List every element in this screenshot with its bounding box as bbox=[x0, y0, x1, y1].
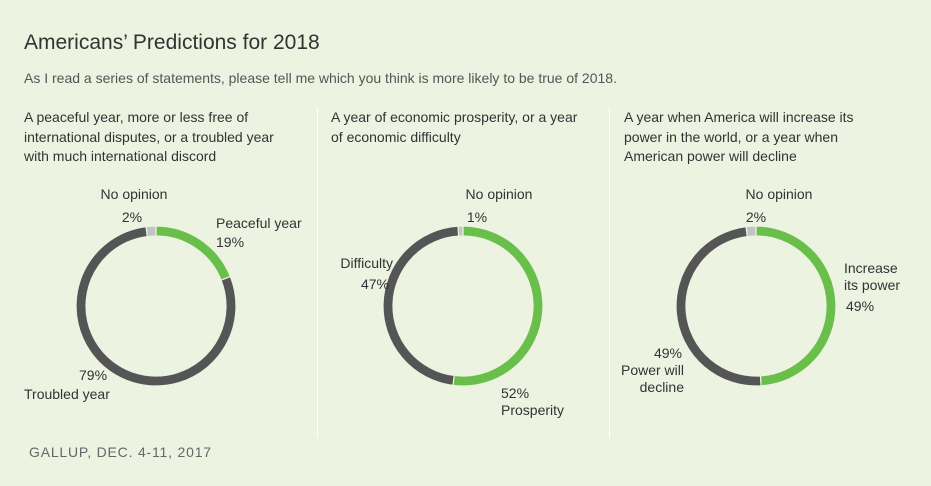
slice-name-label: Difficulty bbox=[340, 255, 393, 271]
question-line: A peaceful year, more or less free of bbox=[24, 109, 249, 125]
slice-name-label: Peaceful year bbox=[216, 215, 302, 231]
panel-divider bbox=[317, 108, 318, 438]
question-line: power in the world, or a year when bbox=[624, 128, 838, 145]
question-line: A year when America will increase its bbox=[624, 109, 854, 125]
question-line: of economic difficulty bbox=[331, 128, 461, 145]
question-line: American power will decline bbox=[624, 148, 797, 164]
question-line: A year of economic prosperity, or a year bbox=[331, 109, 578, 125]
question-text: A peaceful year, more or less free of in… bbox=[24, 108, 314, 167]
slice-name-label: No opinion bbox=[746, 186, 813, 202]
chart-panel-economy: A year of economic prosperity, or a year… bbox=[331, 108, 631, 438]
question-text: A year when America will increase its po… bbox=[624, 108, 914, 167]
slice-value-label: 2% bbox=[122, 209, 142, 225]
slice-value-label: 52% bbox=[501, 385, 529, 401]
chart-panel-power: A year when America will increase its po… bbox=[621, 108, 924, 438]
question-line: with much international discord bbox=[24, 148, 217, 164]
slice-name-label: its power bbox=[844, 277, 900, 293]
chart-subtitle: As I read a series of statements, please… bbox=[24, 70, 617, 86]
slice-name-label: No opinion bbox=[466, 186, 533, 202]
donut-chart: No opinion 2% Peaceful year 19% 79% Trou… bbox=[24, 186, 302, 402]
donut-chart: No opinion 1% 52% Prosperity Difficulty … bbox=[340, 186, 564, 418]
question-line: international disputes, or a troubled ye… bbox=[24, 128, 274, 145]
chart-panel-peaceful: A peaceful year, more or less free of in… bbox=[24, 108, 324, 438]
slice-name-label: Power will bbox=[621, 362, 684, 378]
donut-slice-prosperity bbox=[452, 225, 544, 387]
slice-value-label: 79% bbox=[79, 367, 107, 383]
donut-chart: No opinion 2% Increase its power 49% 49%… bbox=[621, 186, 900, 395]
panel-divider bbox=[609, 108, 610, 438]
slice-value-label: 19% bbox=[216, 234, 244, 250]
donut-slice-troubled-year bbox=[75, 225, 237, 387]
slice-name-label: Increase bbox=[844, 260, 898, 276]
slice-value-label: 47% bbox=[361, 276, 389, 292]
slice-name-label: Troubled year bbox=[24, 386, 110, 402]
slice-value-label: 49% bbox=[654, 345, 682, 361]
slice-name-label: No opinion bbox=[101, 186, 168, 202]
chart-title: Americans’ Predictions for 2018 bbox=[24, 31, 320, 54]
source-note: GALLUP, DEC. 4-11, 2017 bbox=[29, 444, 212, 460]
donut-slice-increase-its-power bbox=[755, 225, 837, 387]
slice-name-label: decline bbox=[640, 379, 685, 395]
slice-value-label: 49% bbox=[846, 298, 874, 314]
donut-slice-power-will-decline bbox=[675, 225, 762, 387]
question-text: A year of economic prosperity, or a year… bbox=[331, 108, 621, 147]
slice-name-label: Prosperity bbox=[501, 402, 564, 418]
slice-value-label: 2% bbox=[746, 209, 766, 225]
donut-slice-difficulty bbox=[382, 225, 460, 387]
slice-value-label: 1% bbox=[467, 209, 487, 225]
